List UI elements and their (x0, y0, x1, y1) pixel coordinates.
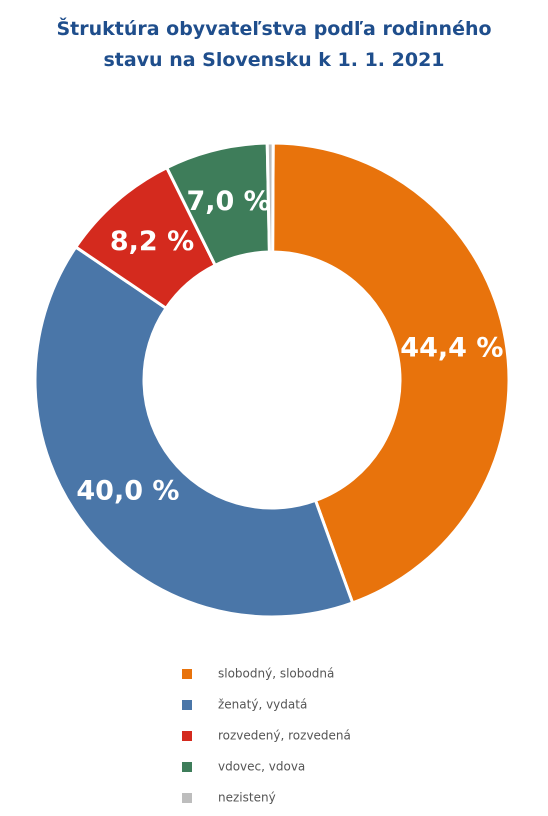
data-label: 40,0 % (76, 476, 179, 507)
data-label: 0,4% (243, 109, 318, 140)
data-label: 44,4 % (400, 332, 503, 363)
donut-segment (265, 141, 275, 254)
donut-segment (271, 141, 511, 605)
legend-swatch (182, 700, 192, 710)
legend-swatch (182, 762, 192, 772)
legend-label: nezistený (218, 791, 276, 805)
legend-label: vdovec, vdova (218, 760, 305, 774)
data-label: 8,2 % (110, 226, 194, 257)
legend-label: rozvedený, rozvedená (218, 729, 351, 743)
legend-swatch (182, 669, 192, 679)
legend-label: ženatý, vydatá (218, 698, 307, 712)
chart-title: Štruktúra obyvateľstva podľa rodinného s… (56, 18, 492, 71)
legend-swatch (182, 793, 192, 803)
legend-swatch (182, 731, 192, 741)
legend-label: slobodný, slobodná (218, 667, 334, 681)
donut-segment (33, 244, 355, 619)
data-label: 7,0 % (186, 186, 270, 217)
